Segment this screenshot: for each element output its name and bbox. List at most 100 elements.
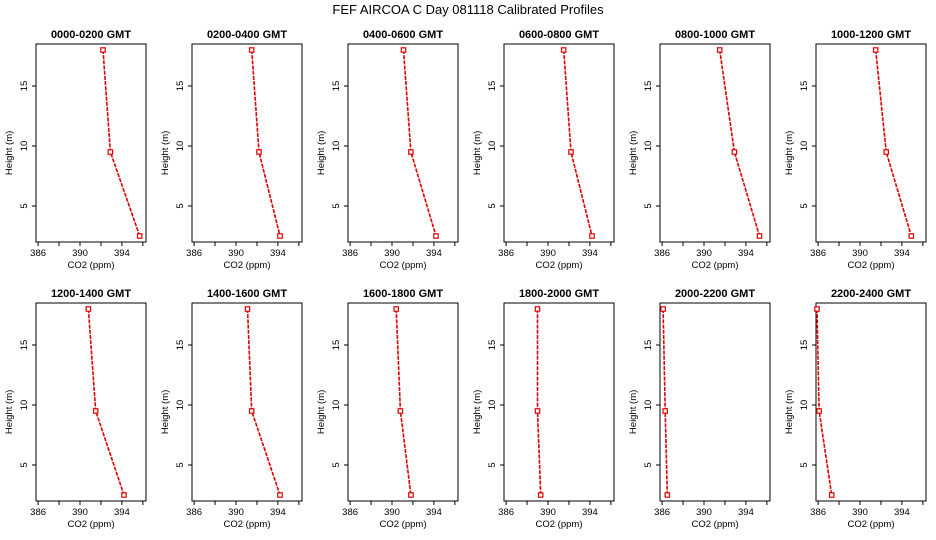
x-tick-label: 390	[72, 248, 88, 259]
y-tick-label: 5	[799, 203, 810, 208]
plot-frame	[35, 43, 147, 243]
x-tick-label: 394	[738, 248, 754, 259]
y-axis-label: Height (m)	[784, 390, 795, 434]
y-tick-label: 15	[19, 81, 30, 92]
data-point	[872, 47, 879, 53]
profile-panel: 0200-0400 GMT 386 390 394 5 10 15 CO2 (ppm) Heig…	[160, 29, 303, 271]
data-point	[731, 149, 738, 155]
x-tick-label: 386	[654, 507, 670, 518]
data-point	[534, 408, 541, 414]
y-tick-label: 5	[799, 462, 810, 467]
y-tick-label: 15	[487, 81, 498, 92]
data-point	[660, 306, 666, 312]
x-axis-label: CO2 (ppm)	[68, 519, 115, 530]
x-tick-label: 386	[186, 248, 202, 259]
data-point	[393, 306, 400, 312]
y-tick-label: 10	[643, 400, 654, 411]
chart-title: FEF AIRCOA C Day 081118 Calibrated Profi…	[332, 2, 604, 17]
data-point	[828, 492, 835, 498]
x-tick-label: 394	[426, 507, 442, 518]
y-tick-label: 10	[175, 141, 186, 152]
profile-panel: 2200-2400 GMT 386 390 394 5 10 15 CO2 (ppm) Heig…	[784, 288, 927, 530]
data-point	[814, 306, 820, 312]
x-tick-label: 390	[228, 248, 244, 259]
plot-frame	[815, 302, 927, 502]
data-point	[568, 149, 574, 155]
profile-line	[87, 308, 125, 496]
y-tick-label: 10	[175, 400, 186, 411]
data-point	[277, 492, 283, 498]
data-point	[534, 306, 541, 312]
x-tick-label: 390	[540, 507, 556, 518]
y-tick-label: 5	[487, 462, 498, 467]
y-tick-label: 5	[331, 203, 342, 208]
panel-title: 1400-1600 GMT	[207, 288, 287, 300]
y-tick-label: 10	[19, 141, 30, 152]
y-tick-label: 5	[487, 203, 498, 208]
panel-title: 0800-1000 GMT	[675, 29, 755, 41]
profile-panel: 2000-2200 GMT 386 390 394 5 10 15 CO2 (ppm) Heig…	[628, 288, 771, 530]
x-axis-label: CO2 (ppm)	[380, 519, 427, 530]
panel-title: 0400-0600 GMT	[363, 29, 443, 41]
x-tick-label: 394	[270, 507, 286, 518]
y-tick-label: 10	[643, 141, 654, 152]
data-point	[100, 47, 106, 53]
y-axis-label: Height (m)	[784, 131, 795, 175]
profile-line	[395, 308, 412, 496]
x-tick-label: 390	[228, 507, 244, 518]
data-point	[408, 149, 414, 155]
x-tick-label: 386	[810, 248, 826, 259]
data-point	[883, 149, 890, 155]
x-tick-label: 390	[384, 248, 400, 259]
data-point	[664, 492, 671, 498]
x-tick-label: 394	[894, 507, 910, 518]
y-axis-label: Height (m)	[160, 131, 171, 175]
x-tick-label: 386	[186, 507, 202, 518]
profile-panel: 1000-1200 GMT 386 390 394 5 10 15 CO2 (ppm) Heig…	[784, 29, 927, 271]
plot-frame	[35, 302, 147, 502]
x-tick-label: 394	[738, 507, 754, 518]
data-point	[908, 233, 915, 239]
plot-frame	[347, 302, 459, 502]
x-axis-label: CO2 (ppm)	[536, 260, 583, 271]
y-tick-label: 5	[19, 203, 30, 208]
data-point	[560, 47, 567, 53]
profile-line	[250, 49, 281, 237]
y-tick-label: 5	[331, 462, 342, 467]
panel-title: 0200-0400 GMT	[207, 29, 287, 41]
panel-title: 1000-1200 GMT	[831, 29, 911, 41]
y-axis-label: Height (m)	[628, 131, 639, 175]
x-tick-label: 390	[696, 507, 712, 518]
x-axis-label: CO2 (ppm)	[692, 519, 739, 530]
panel-title: 1200-1400 GMT	[51, 288, 131, 300]
data-point	[248, 408, 255, 414]
x-tick-label: 390	[384, 507, 400, 518]
y-tick-label: 5	[175, 203, 186, 208]
data-point	[400, 47, 407, 53]
profile-line	[718, 49, 761, 237]
profile-line	[662, 308, 669, 496]
profile-panel: 0800-1000 GMT 386 390 394 5 10 15 CO2 (ppm) Heig…	[628, 29, 771, 271]
data-point	[121, 492, 127, 498]
x-tick-label: 390	[852, 248, 868, 259]
x-tick-label: 386	[498, 248, 514, 259]
x-axis-label: CO2 (ppm)	[224, 260, 271, 271]
profile-line	[536, 309, 542, 496]
x-tick-label: 386	[30, 248, 46, 259]
y-tick-label: 10	[331, 141, 342, 152]
y-axis-label: Height (m)	[160, 390, 171, 434]
data-point	[408, 492, 414, 498]
x-tick-label: 386	[30, 507, 46, 518]
y-axis-label: Height (m)	[628, 390, 639, 434]
data-point	[662, 408, 669, 414]
profile-panel: 1600-1800 GMT 386 390 394 5 10 15 CO2 (ppm) Heig…	[316, 288, 459, 530]
x-tick-label: 390	[540, 248, 556, 259]
data-point	[244, 306, 251, 312]
panel-title: 0000-0200 GMT	[51, 29, 131, 41]
profile-line	[816, 308, 833, 496]
y-tick-label: 15	[487, 340, 498, 351]
y-tick-label: 15	[19, 340, 30, 351]
x-tick-label: 386	[654, 248, 670, 259]
y-tick-label: 15	[331, 340, 342, 351]
profile-panel: 1200-1400 GMT 386 390 394 5 10 15 CO2 (ppm) Heig…	[4, 288, 147, 530]
